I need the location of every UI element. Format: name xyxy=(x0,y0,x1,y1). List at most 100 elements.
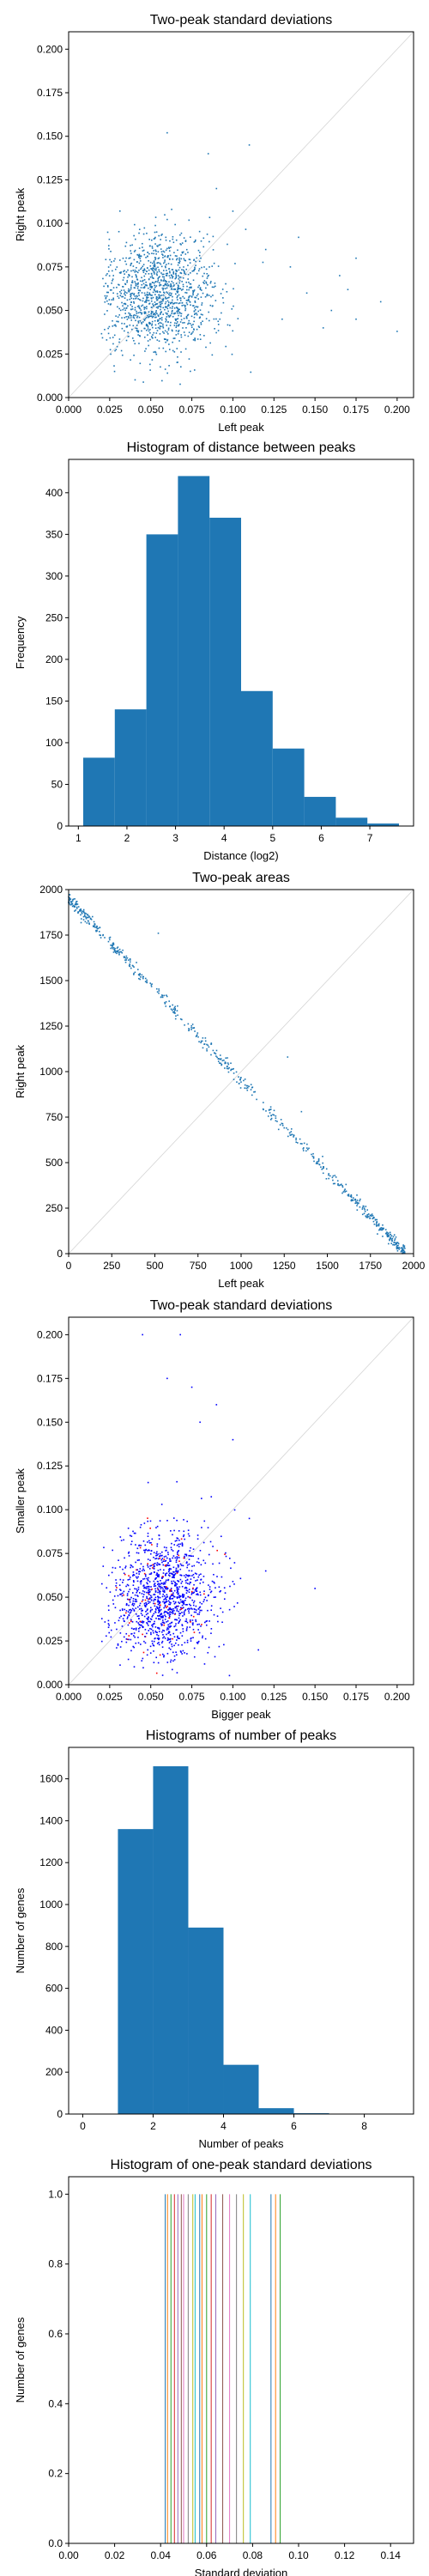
scatter-point xyxy=(302,1148,305,1150)
scatter-point xyxy=(156,991,159,993)
scatter-point xyxy=(151,1608,154,1611)
scatter-point xyxy=(186,289,188,291)
scatter-point xyxy=(143,319,146,321)
scatter-point xyxy=(295,1137,297,1139)
scatter-point xyxy=(120,292,122,295)
scatter-point xyxy=(344,1188,346,1190)
scatter-point xyxy=(331,1176,334,1179)
scatter-point xyxy=(143,1587,145,1589)
scatter-point xyxy=(177,1005,178,1007)
scatter-point xyxy=(176,296,178,299)
scatter-point xyxy=(190,304,191,307)
scatter-point xyxy=(317,1157,320,1160)
scatter-point xyxy=(200,240,202,242)
scatter-point xyxy=(193,1583,195,1586)
scatter-point xyxy=(389,1231,391,1234)
scatter-point xyxy=(74,910,76,912)
scatter-point xyxy=(133,974,135,975)
y-tick-label: 0 xyxy=(57,820,63,832)
scatter-point xyxy=(178,1637,180,1639)
scatter-point xyxy=(119,1646,122,1648)
scatter-point xyxy=(118,284,120,286)
scatter-point xyxy=(179,366,182,368)
scatter-point xyxy=(257,1649,259,1651)
scatter-point xyxy=(236,1081,238,1083)
scatter-point xyxy=(142,1667,144,1669)
scatter-point xyxy=(206,1043,208,1046)
scatter-point xyxy=(166,272,168,275)
scatter-point xyxy=(101,337,104,339)
scatter-point xyxy=(245,1087,248,1090)
scatter-point xyxy=(156,1551,158,1553)
scatter-point xyxy=(164,1606,166,1607)
scatter-point xyxy=(175,319,177,321)
scatter-point xyxy=(124,959,126,961)
scatter-point xyxy=(209,304,212,307)
scatter-point xyxy=(122,1618,124,1619)
scatter-point xyxy=(183,266,184,268)
scatter-point xyxy=(157,933,160,934)
scatter-point xyxy=(269,1109,272,1110)
scatter-point xyxy=(139,1626,141,1629)
scatter-point xyxy=(196,1643,199,1644)
y-tick-label: 1200 xyxy=(39,1856,63,1868)
scatter-point xyxy=(184,1599,186,1601)
scatter-point xyxy=(202,313,203,316)
scatter-point xyxy=(337,1182,339,1185)
scatter-point xyxy=(163,284,166,287)
scatter-point xyxy=(182,1631,184,1632)
x-tick-label: 250 xyxy=(103,1260,120,1272)
scatter-point xyxy=(238,1076,239,1078)
scatter-point xyxy=(113,324,116,326)
scatter-point xyxy=(143,269,146,271)
scatter-point xyxy=(82,919,85,920)
scatter-point xyxy=(117,316,119,318)
scatter-point xyxy=(169,1607,172,1609)
scatter-point xyxy=(172,1595,174,1596)
scatter-point xyxy=(233,1078,235,1080)
scatter-point xyxy=(350,1195,353,1197)
scatter-point xyxy=(368,1216,370,1218)
scatter-point xyxy=(143,1572,146,1575)
scatter-point xyxy=(148,1577,149,1579)
scatter-point xyxy=(192,323,194,325)
scatter-point xyxy=(190,1546,191,1549)
scatter-point xyxy=(119,272,122,274)
scatter-point xyxy=(170,1612,172,1613)
scatter-point xyxy=(162,325,164,327)
scatter-point xyxy=(376,1218,378,1221)
scatter-point xyxy=(155,252,157,255)
scatter-point xyxy=(125,270,128,273)
scatter-point xyxy=(154,257,156,258)
scatter-point xyxy=(149,338,151,341)
scatter-point xyxy=(183,1611,185,1613)
scatter-point xyxy=(126,957,129,959)
scatter-point xyxy=(140,1545,142,1546)
scatter-point xyxy=(366,1217,369,1218)
scatter-point xyxy=(397,1244,399,1247)
scatter-point xyxy=(129,314,131,317)
scatter-point xyxy=(170,1595,172,1597)
scatter-point xyxy=(158,257,160,259)
scatter-point xyxy=(158,319,160,321)
scatter-point xyxy=(96,930,99,932)
scatter-point xyxy=(238,1082,240,1084)
scatter-point xyxy=(382,1224,384,1226)
scatter-point xyxy=(173,302,175,305)
scatter-point xyxy=(169,271,171,274)
scatter-point xyxy=(132,1600,135,1602)
scatter-point xyxy=(180,351,182,353)
chart-title: Histogram of one-peak standard deviation… xyxy=(110,2158,372,2172)
diagonal-line xyxy=(68,31,414,398)
scatter-point xyxy=(167,1638,170,1640)
scatter-point xyxy=(178,1643,179,1646)
scatter-point xyxy=(118,259,121,261)
chart-title: Histograms of number of peaks xyxy=(146,1728,336,1743)
scatter-point xyxy=(151,359,154,361)
scatter-point xyxy=(179,288,182,289)
scatter-point xyxy=(366,1216,367,1218)
scatter-point xyxy=(192,1624,194,1626)
scatter-point xyxy=(178,1580,179,1583)
scatter-point xyxy=(401,1247,403,1249)
scatter-point xyxy=(149,286,151,288)
